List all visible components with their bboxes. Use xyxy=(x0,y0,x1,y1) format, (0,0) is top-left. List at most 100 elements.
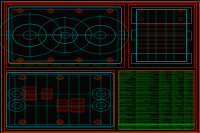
Point xyxy=(175,26,178,28)
Point xyxy=(53,79,56,81)
Point xyxy=(146,124,150,127)
Point xyxy=(85,77,88,79)
Point xyxy=(146,115,150,117)
Point xyxy=(38,12,42,14)
Point xyxy=(42,103,45,105)
Point xyxy=(154,96,157,98)
Point xyxy=(20,124,24,127)
Point xyxy=(118,45,121,48)
Point xyxy=(110,84,114,86)
Point xyxy=(96,48,99,50)
Point xyxy=(56,108,60,110)
Point xyxy=(17,0,20,2)
Point xyxy=(49,65,52,67)
Point xyxy=(139,31,142,33)
Point xyxy=(46,120,49,122)
Point xyxy=(132,60,135,62)
Point xyxy=(197,117,200,119)
Point xyxy=(67,55,70,57)
Point xyxy=(190,55,193,57)
Point xyxy=(56,36,60,38)
Point xyxy=(136,67,139,69)
Point xyxy=(186,7,189,9)
Point xyxy=(146,113,150,115)
Point xyxy=(107,120,110,122)
Point xyxy=(128,50,132,52)
Point xyxy=(172,101,175,103)
Point xyxy=(193,7,196,9)
Point xyxy=(103,2,106,5)
Point xyxy=(168,72,171,74)
Point xyxy=(143,26,146,28)
Point xyxy=(103,79,106,81)
Point xyxy=(85,60,88,62)
Point xyxy=(28,43,31,45)
Point xyxy=(24,129,27,131)
Point xyxy=(118,22,121,24)
Point xyxy=(150,113,153,115)
Point xyxy=(60,91,63,93)
Point xyxy=(110,91,114,93)
Point xyxy=(125,45,128,48)
Point xyxy=(85,101,88,103)
Point xyxy=(24,10,27,12)
Point xyxy=(197,65,200,67)
Point xyxy=(107,84,110,86)
Point xyxy=(24,127,27,129)
Point xyxy=(182,65,186,67)
Point xyxy=(100,98,103,100)
Point xyxy=(157,55,160,57)
Point xyxy=(60,93,63,95)
Point xyxy=(125,67,128,69)
Point xyxy=(64,2,67,5)
Point xyxy=(42,110,45,112)
Point xyxy=(78,69,81,72)
Point xyxy=(186,19,189,21)
Point xyxy=(168,65,171,67)
Point xyxy=(92,120,96,122)
Point xyxy=(139,93,142,95)
Point xyxy=(110,122,114,124)
Point xyxy=(179,91,182,93)
Point xyxy=(121,86,124,88)
Point xyxy=(100,122,103,124)
Point xyxy=(96,103,99,105)
Point xyxy=(157,22,160,24)
Point xyxy=(71,7,74,9)
Point xyxy=(107,79,110,81)
Point xyxy=(74,29,78,31)
Point xyxy=(100,36,103,38)
Point xyxy=(125,60,128,62)
Point xyxy=(71,55,74,57)
Point xyxy=(197,29,200,31)
Point xyxy=(35,19,38,21)
Point xyxy=(38,55,42,57)
Point xyxy=(197,86,200,88)
Point xyxy=(193,110,196,112)
Point xyxy=(103,7,106,9)
Point xyxy=(64,7,67,9)
Point xyxy=(150,60,153,62)
Point xyxy=(154,14,157,16)
Point xyxy=(35,60,38,62)
Point xyxy=(71,48,74,50)
Point xyxy=(64,115,67,117)
Point xyxy=(13,31,16,33)
Point xyxy=(161,12,164,14)
Point xyxy=(17,124,20,127)
Point xyxy=(46,65,49,67)
Point xyxy=(186,98,189,100)
Point xyxy=(10,79,13,81)
Point xyxy=(38,41,42,43)
Point xyxy=(56,122,60,124)
Point xyxy=(125,34,128,36)
Point xyxy=(38,14,42,16)
Point xyxy=(35,14,38,16)
Point xyxy=(74,127,78,129)
Point xyxy=(49,91,52,93)
Point xyxy=(168,98,171,100)
Point xyxy=(143,41,146,43)
Point xyxy=(161,115,164,117)
Point xyxy=(190,2,193,5)
Point xyxy=(125,24,128,26)
